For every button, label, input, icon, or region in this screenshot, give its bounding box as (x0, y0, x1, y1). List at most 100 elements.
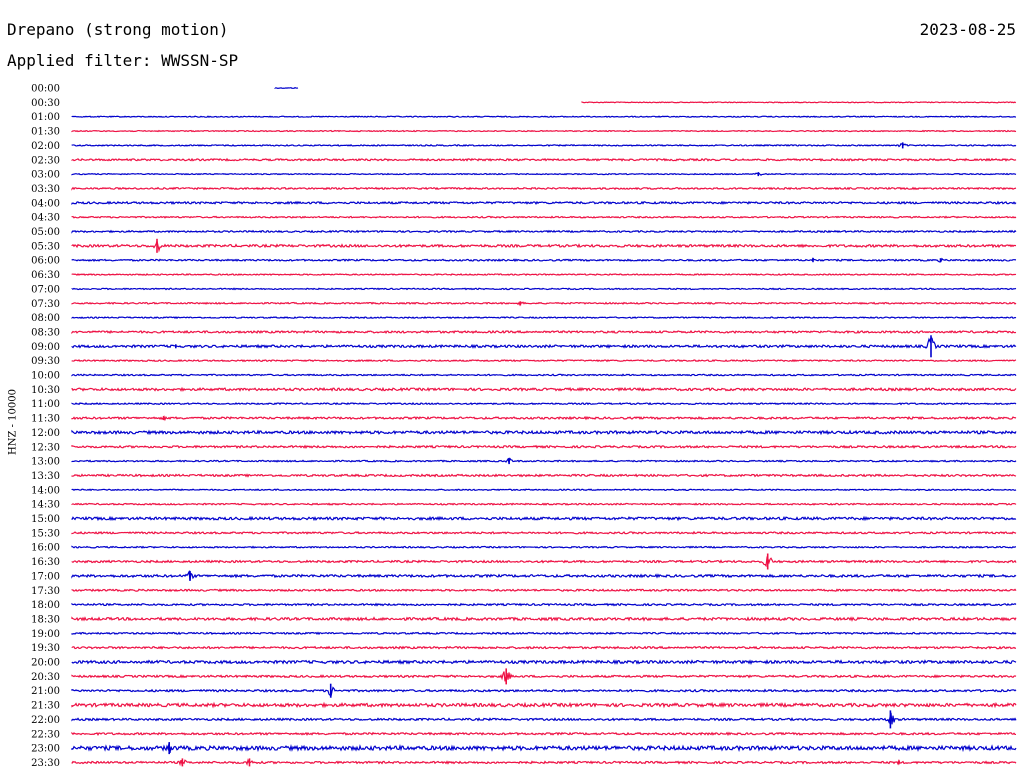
row-time-label: 08:30 (31, 327, 60, 338)
row-time-label: 17:30 (31, 586, 60, 597)
row-time-label: 17:00 (31, 571, 60, 582)
trace-row-1500 (71, 515, 1017, 522)
row-time-label: 18:30 (31, 614, 60, 625)
row-time-label: 23:30 (31, 758, 60, 769)
row-time-label: 20:30 (31, 672, 60, 683)
row-time-label: 08:00 (31, 313, 60, 324)
trace-row-0800 (71, 316, 1017, 320)
row-time-label: 04:30 (31, 213, 60, 224)
trace-row-1130 (71, 415, 1017, 422)
trace-row-1830 (71, 616, 1017, 622)
row-time-label: 06:30 (31, 270, 60, 281)
trace-row-0500 (71, 229, 1017, 234)
row-time-label: 21:30 (31, 701, 60, 712)
trace-row-2000 (71, 659, 1017, 665)
trace-row-1600 (71, 545, 1017, 549)
trace-row-1330 (71, 473, 1017, 478)
row-time-label: 06:00 (31, 256, 60, 267)
trace-row-0830 (71, 329, 1017, 335)
row-time-label: 14:00 (31, 485, 60, 496)
trace-row-0600 (71, 257, 1017, 263)
row-time-label: 20:00 (31, 658, 60, 669)
row-time-label: 21:00 (31, 686, 60, 697)
trace-row-0000 (274, 87, 299, 90)
row-time-label: 01:30 (31, 127, 60, 138)
row-time-label: 19:30 (31, 643, 60, 654)
row-time-label: 10:00 (31, 371, 60, 382)
trace-row-1800 (71, 602, 1017, 607)
trace-row-0700 (71, 287, 1017, 291)
trace-row-0430 (71, 215, 1017, 219)
row-time-label: 01:00 (31, 112, 60, 123)
trace-row-0130 (71, 129, 1017, 133)
trace-row-1730 (71, 588, 1017, 593)
station-title: Drepano (strong motion) (7, 20, 229, 39)
trace-row-0200 (71, 142, 1017, 148)
trace-row-1000 (71, 373, 1017, 377)
row-time-label: 02:00 (31, 141, 60, 152)
row-time-label: 07:00 (31, 284, 60, 295)
trace-row-1630 (71, 556, 1017, 568)
row-time-label: 03:30 (31, 184, 60, 195)
row-time-label: 23:00 (31, 744, 60, 755)
row-time-label: 16:30 (31, 557, 60, 568)
trace-row-1400 (71, 488, 1017, 492)
trace-row-2100 (71, 686, 1017, 699)
row-time-label: 03:00 (31, 170, 60, 181)
row-time-label: 02:30 (31, 155, 60, 166)
row-time-label: 07:30 (31, 299, 60, 310)
row-time-label: 04:00 (31, 198, 60, 209)
row-time-label: 05:30 (31, 241, 60, 252)
row-time-label: 22:00 (31, 715, 60, 726)
trace-row-1930 (71, 645, 1017, 650)
row-time-label: 18:00 (31, 600, 60, 611)
trace-row-2300 (71, 743, 1017, 753)
trace-row-0530 (71, 240, 1017, 253)
row-time-label: 12:00 (31, 428, 60, 439)
plot-date: 2023-08-25 (919, 20, 1016, 39)
row-time-label: 09:00 (31, 342, 60, 353)
row-time-label: 11:00 (31, 399, 60, 410)
trace-row-2330 (71, 758, 1017, 767)
trace-row-0300 (71, 172, 1017, 176)
filter-label: Applied filter: WWSSN-SP (7, 51, 239, 70)
trace-row-1100 (71, 401, 1017, 406)
row-time-label: 00:00 (31, 84, 60, 95)
row-time-label: 15:30 (31, 528, 60, 539)
trace-row-0030 (581, 101, 1017, 104)
trace-row-0400 (71, 200, 1017, 206)
row-time-label: 10:30 (31, 385, 60, 396)
trace-row-1200 (71, 429, 1017, 436)
trace-row-1030 (71, 386, 1017, 392)
row-time-label: 13:30 (31, 471, 60, 482)
trace-row-0930 (71, 359, 1017, 363)
trace-row-1230 (71, 444, 1017, 449)
row-time-label: 11:30 (31, 414, 60, 425)
row-time-label: 12:30 (31, 442, 60, 453)
row-time-label: 13:00 (31, 457, 60, 468)
row-time-label: 15:00 (31, 514, 60, 525)
trace-row-1300 (71, 457, 1017, 464)
row-time-label: 14:30 (31, 500, 60, 511)
row-time-label: 19:00 (31, 629, 60, 640)
trace-row-2230 (71, 731, 1017, 737)
row-time-label: 05:00 (31, 227, 60, 238)
trace-row-1900 (71, 631, 1017, 636)
trace-row-2200 (71, 712, 1017, 725)
trace-row-1530 (71, 530, 1017, 535)
trace-row-1430 (71, 502, 1017, 506)
trace-row-0900 (71, 336, 1017, 350)
row-time-label: 22:30 (31, 729, 60, 740)
trace-row-1700 (71, 569, 1017, 581)
row-time-label: 16:00 (31, 543, 60, 554)
trace-row-2130 (71, 701, 1017, 709)
trace-row-0630 (71, 273, 1017, 276)
trace-row-0730 (71, 301, 1017, 307)
row-time-label: 00:30 (31, 98, 60, 109)
row-time-label: 09:30 (31, 356, 60, 367)
trace-row-0100 (71, 115, 1017, 118)
trace-row-0230 (71, 157, 1017, 162)
trace-row-2030 (71, 671, 1017, 682)
trace-row-0330 (71, 186, 1017, 191)
